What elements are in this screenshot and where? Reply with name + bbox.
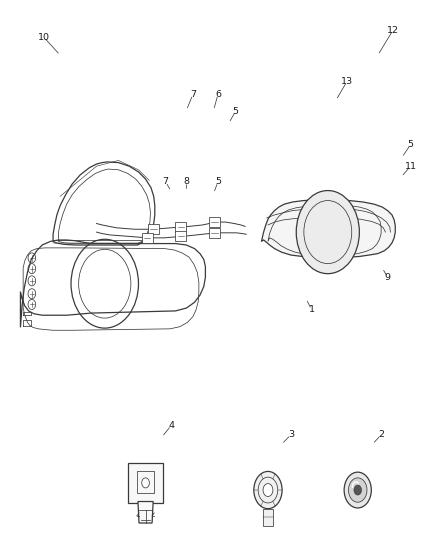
- Text: 3: 3: [288, 430, 294, 439]
- Bar: [142, 233, 152, 243]
- Text: 12: 12: [387, 26, 399, 35]
- FancyBboxPatch shape: [128, 463, 163, 503]
- Circle shape: [354, 485, 361, 495]
- Bar: [176, 222, 186, 232]
- Text: 9: 9: [385, 273, 391, 282]
- Text: 5: 5: [232, 107, 238, 116]
- Bar: [263, 508, 273, 526]
- Text: 7: 7: [162, 177, 169, 187]
- Polygon shape: [138, 502, 153, 523]
- Bar: [148, 224, 159, 235]
- Text: 10: 10: [38, 33, 50, 42]
- Circle shape: [344, 472, 371, 508]
- Text: 1: 1: [308, 305, 314, 314]
- Text: 11: 11: [405, 161, 417, 171]
- Bar: [209, 217, 220, 227]
- Text: 6: 6: [215, 90, 221, 99]
- Circle shape: [263, 483, 273, 497]
- Text: 8: 8: [184, 177, 189, 187]
- Polygon shape: [261, 200, 395, 257]
- Bar: [137, 471, 154, 493]
- Circle shape: [142, 478, 149, 488]
- Circle shape: [296, 191, 359, 273]
- Text: 7: 7: [190, 90, 196, 99]
- Bar: [209, 228, 220, 238]
- Text: 2: 2: [378, 430, 384, 439]
- Text: 5: 5: [407, 140, 413, 149]
- Bar: [176, 231, 186, 241]
- Circle shape: [349, 478, 367, 502]
- Text: 4: 4: [168, 421, 174, 430]
- Text: 5: 5: [215, 177, 221, 187]
- Circle shape: [254, 471, 282, 508]
- Text: 13: 13: [341, 77, 353, 86]
